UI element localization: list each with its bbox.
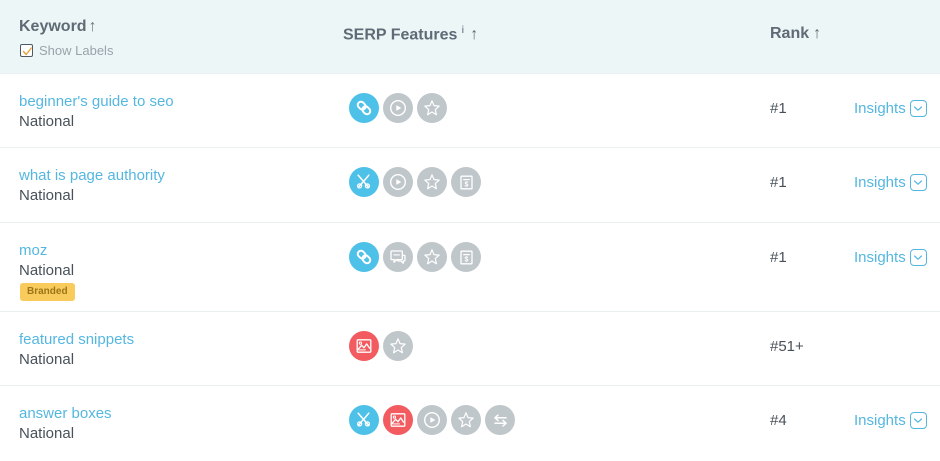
svg-text:$: $ [464, 256, 468, 263]
svg-text:$: $ [464, 181, 468, 188]
